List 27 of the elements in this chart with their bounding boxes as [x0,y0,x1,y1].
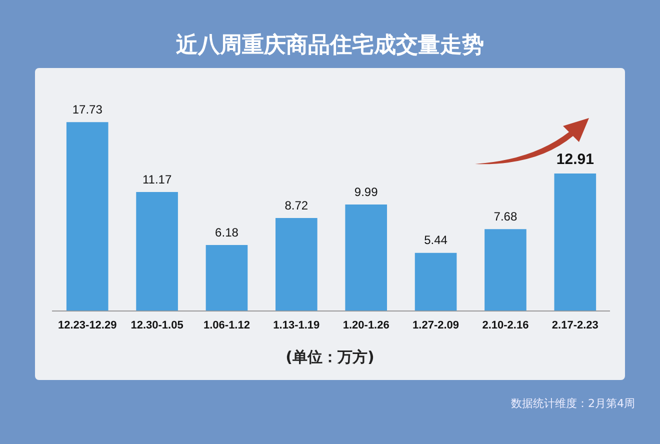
data-label: 9.99 [354,184,378,199]
bar [345,204,388,311]
bar [484,229,526,311]
data-label: 12.91 [556,151,594,168]
x-axis-title: (单位：万方) [284,348,376,367]
bar [414,252,457,311]
data-label: 17.73 [72,102,103,116]
data-label: 8.72 [284,198,308,212]
text: 数据统计维度：2月第4周 [511,396,635,411]
x-tick-label: 12.30-1.05 [130,319,184,332]
bar [66,122,108,311]
x-tick-label: 1.27-2.09 [412,319,460,332]
x-tick-label: 12.23-12.29 [58,319,117,332]
data-label: 11.17 [142,172,172,186]
x-tick-label: 2.10-2.16 [482,319,529,332]
x-tick-label: 2.17-2.23 [552,319,598,332]
x-tick-label: 1.20-1.26 [342,319,390,332]
x-tick-label: 1.06-1.12 [203,319,250,332]
data-label: 6.18 [215,225,239,240]
chart-title: 近八周重庆商品住宅成交量走势 [175,32,485,60]
bar [136,192,178,311]
bar [276,218,318,311]
bar [206,245,248,311]
bar [554,173,596,311]
data-label: 7.68 [494,209,518,224]
x-tick-label: 1.13-1.19 [273,319,320,332]
data-label: 5.44 [424,233,448,248]
